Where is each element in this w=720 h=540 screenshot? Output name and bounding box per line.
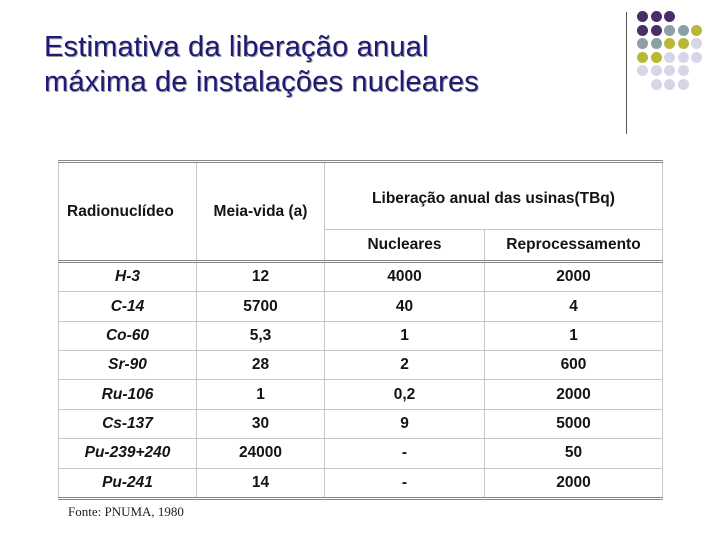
reprocessing-release-cell: 2000 — [484, 259, 663, 293]
nuclide-cell: Pu-239+240 — [58, 438, 197, 469]
half-life-cell: 14 — [196, 467, 325, 500]
decorative-dot — [637, 65, 648, 76]
nuclear-release-cell: 4000 — [324, 259, 485, 293]
header-half-life: Meia-vida (a) — [196, 161, 325, 262]
decorative-dot — [650, 38, 662, 49]
nuclear-release-cell: 9 — [324, 408, 485, 440]
decorative-dot — [677, 24, 689, 36]
half-life-cell: 30 — [196, 408, 325, 440]
decorative-dot — [664, 51, 675, 63]
nuclide-cell: Sr-90 — [58, 350, 197, 381]
header-nuclear: Nucleares — [324, 229, 485, 262]
table-row: Sr-90 28 2 600 — [58, 350, 663, 381]
nuclide-cell: Co-60 — [58, 320, 197, 352]
nuclear-release-cell: 40 — [324, 291, 485, 322]
reprocessing-release-cell: 600 — [484, 350, 663, 381]
half-life-cell: 5700 — [196, 291, 325, 322]
nuclear-release-cell: 2 — [324, 350, 485, 381]
decorative-dot — [650, 65, 662, 76]
title-line-2: máxima de instalações nucleares — [44, 66, 479, 98]
table-row: Co-60 5,3 1 1 — [58, 320, 663, 352]
radionuclide-release-table: Radionuclídeo Meia-vida (a) Liberação an… — [58, 160, 663, 500]
slide-title: Estimativa da liberação anual máxima de … — [44, 30, 614, 100]
header-radionuclide: Radionuclídeo — [58, 161, 197, 262]
table-row: H-3 12 4000 2000 — [58, 259, 663, 293]
decorative-dot — [664, 65, 675, 76]
decorative-dot — [691, 38, 702, 49]
decorative-dot — [691, 51, 702, 63]
reprocessing-release-cell: 2000 — [484, 467, 663, 500]
half-life-cell: 28 — [196, 350, 325, 381]
table-row: C-14 5700 40 4 — [58, 291, 663, 322]
decorative-dot — [637, 24, 648, 36]
decorative-dot — [650, 78, 662, 90]
decorative-dot — [637, 38, 648, 49]
nuclide-cell: Pu-241 — [58, 467, 197, 500]
nuclear-release-cell: 1 — [324, 320, 485, 352]
table-body: H-3 12 4000 2000 C-14 5700 40 4 Co-60 5,3 1 1 Sr-90 2… — [58, 259, 663, 500]
table-row: Pu-239+240 24000-50 — [58, 438, 663, 469]
header-annual-release: Liberação anual das usinas(TBq) — [324, 161, 663, 230]
decorative-dot — [677, 51, 689, 63]
decorative-dot — [677, 38, 689, 49]
reprocessing-release-cell: 50 — [484, 438, 663, 469]
title-line-1: Estimativa da liberação anual — [44, 31, 429, 63]
reprocessing-release-cell: 2000 — [484, 379, 663, 410]
reprocessing-release-cell: 5000 — [484, 408, 663, 440]
decorative-dot — [637, 11, 648, 22]
decorative-dot — [664, 24, 675, 36]
nuclear-release-cell: - — [324, 467, 485, 500]
nuclide-cell: C-14 — [58, 291, 197, 322]
decorative-dot — [691, 24, 702, 36]
table-row: Ru-106 1 0,2 2000 — [58, 379, 663, 410]
half-life-cell: 5,3 — [196, 320, 325, 352]
decorative-dot-grid — [637, 10, 720, 120]
reprocessing-release-cell: 1 — [484, 320, 663, 352]
header-reprocessing: Reprocessamento — [484, 229, 663, 262]
decorative-dot — [637, 51, 648, 63]
nuclide-cell: Cs-137 — [58, 408, 197, 440]
decorative-dot — [664, 11, 675, 22]
half-life-cell: 1 — [196, 379, 325, 410]
decorative-divider — [626, 12, 627, 134]
decorative-dot — [650, 24, 662, 36]
half-life-cell: 12 — [196, 259, 325, 293]
decorative-dot — [677, 65, 689, 76]
nuclear-release-cell: 0,2 — [324, 379, 485, 410]
half-life-cell: 24000 — [196, 438, 325, 469]
nuclide-cell: Ru-106 — [58, 379, 197, 410]
table-row: Cs-137 30 9 5000 — [58, 408, 663, 440]
decorative-dot — [650, 11, 662, 22]
table-row: Pu-241 14-2000 — [58, 467, 663, 500]
decorative-dot — [677, 78, 689, 90]
nuclide-cell: H-3 — [58, 259, 197, 293]
decorative-dot — [664, 78, 675, 90]
source-citation: Fonte: PNUMA, 1980 — [68, 504, 184, 519]
decorative-dot — [664, 38, 675, 49]
nuclear-release-cell: - — [324, 438, 485, 469]
reprocessing-release-cell: 4 — [484, 291, 663, 322]
decorative-dot — [650, 51, 662, 63]
